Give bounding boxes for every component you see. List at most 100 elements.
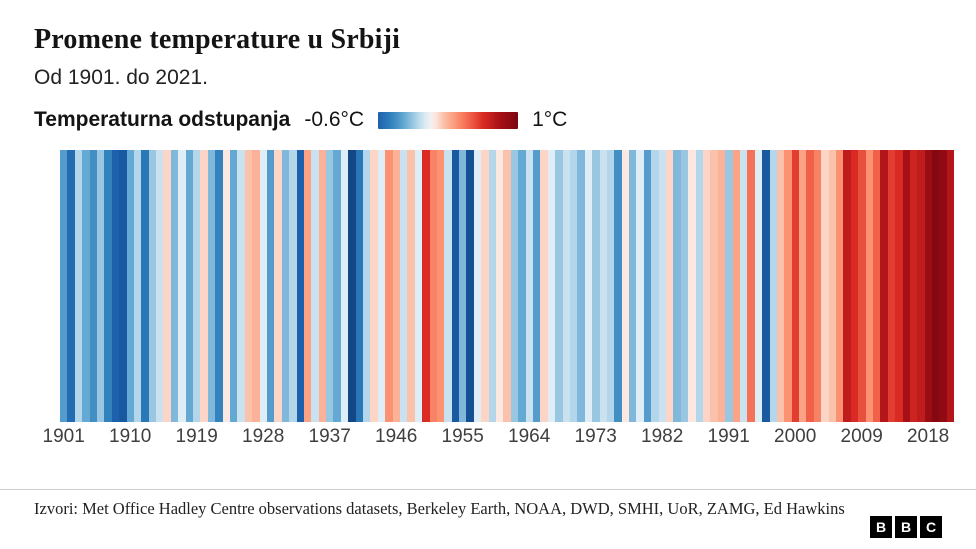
year-stripe bbox=[747, 150, 755, 422]
year-stripe bbox=[399, 150, 408, 422]
year-stripe bbox=[939, 150, 947, 422]
year-stripe bbox=[459, 150, 467, 422]
year-stripe bbox=[880, 150, 888, 422]
year-stripe bbox=[592, 150, 600, 422]
year-stripe bbox=[289, 150, 297, 422]
year-stripe bbox=[510, 150, 519, 422]
year-stripe bbox=[836, 150, 844, 422]
year-stripe bbox=[67, 150, 75, 422]
year-stripe bbox=[688, 150, 696, 422]
year-stripe bbox=[163, 150, 171, 422]
bbc-logo-block: B bbox=[895, 516, 917, 538]
year-stripe bbox=[725, 150, 733, 422]
year-stripe bbox=[82, 150, 90, 422]
year-stripe bbox=[762, 150, 770, 422]
year-stripe bbox=[651, 150, 659, 422]
year-stripe bbox=[259, 150, 267, 422]
x-tick-label: 2018 bbox=[906, 426, 950, 447]
year-stripe bbox=[193, 150, 201, 422]
x-tick-label: 1991 bbox=[707, 426, 750, 447]
year-stripe bbox=[577, 150, 585, 422]
year-stripe bbox=[252, 150, 260, 422]
year-stripe bbox=[909, 150, 918, 422]
year-stripe bbox=[333, 150, 341, 422]
year-stripe bbox=[569, 150, 578, 422]
year-stripe bbox=[178, 150, 186, 422]
legend-label: Temperaturna odstupanja bbox=[34, 108, 291, 131]
year-stripe bbox=[89, 150, 97, 422]
year-stripe bbox=[222, 150, 230, 422]
year-stripe bbox=[717, 150, 726, 422]
year-stripe bbox=[673, 150, 681, 422]
year-stripe bbox=[784, 150, 792, 422]
year-stripe bbox=[629, 150, 637, 422]
bbc-logo-block: C bbox=[920, 516, 942, 538]
year-stripe bbox=[621, 150, 630, 422]
x-tick-label: 1982 bbox=[641, 426, 684, 447]
x-tick-label: 1946 bbox=[375, 426, 418, 447]
year-stripe bbox=[119, 150, 127, 422]
year-stripe bbox=[806, 150, 814, 422]
year-stripe bbox=[606, 150, 615, 422]
year-stripe bbox=[924, 150, 933, 422]
year-stripe bbox=[296, 150, 304, 422]
year-stripe bbox=[326, 150, 334, 422]
year-stripe bbox=[311, 150, 319, 422]
year-stripe bbox=[828, 150, 837, 422]
x-tick-label: 1928 bbox=[242, 426, 285, 447]
year-stripe bbox=[200, 150, 208, 422]
x-tick-label: 1910 bbox=[109, 426, 152, 447]
year-stripe bbox=[133, 150, 142, 422]
year-stripe bbox=[185, 150, 194, 422]
year-stripe bbox=[363, 150, 371, 422]
year-stripe bbox=[170, 150, 179, 422]
year-stripe bbox=[887, 150, 896, 422]
year-stripe bbox=[488, 150, 497, 422]
year-stripe bbox=[702, 150, 711, 422]
page-title: Promene temperature u Srbiji bbox=[34, 24, 401, 55]
year-stripe bbox=[710, 150, 718, 422]
year-stripe bbox=[355, 150, 364, 422]
year-stripe bbox=[473, 150, 482, 422]
year-stripe bbox=[407, 150, 415, 422]
year-stripe bbox=[148, 150, 157, 422]
stripes-chart bbox=[60, 150, 955, 422]
x-tick-label: 1955 bbox=[441, 426, 484, 447]
year-stripe bbox=[340, 150, 349, 422]
year-stripe bbox=[865, 150, 873, 422]
year-stripe bbox=[533, 150, 541, 422]
year-stripe bbox=[281, 150, 290, 422]
year-stripe bbox=[518, 150, 526, 422]
year-stripe bbox=[385, 150, 393, 422]
year-stripe bbox=[429, 150, 437, 422]
year-stripe bbox=[74, 150, 83, 422]
year-stripe bbox=[555, 150, 563, 422]
year-stripe bbox=[813, 150, 822, 422]
bbc-logo-block: B bbox=[870, 516, 892, 538]
x-tick-label: 1901 bbox=[42, 426, 85, 447]
year-stripe bbox=[562, 150, 570, 422]
x-tick-label: 1937 bbox=[308, 426, 351, 447]
x-tick-label: 1919 bbox=[175, 426, 218, 447]
year-stripe bbox=[769, 150, 777, 422]
year-stripe bbox=[156, 150, 164, 422]
year-stripe bbox=[444, 150, 452, 422]
year-stripe bbox=[843, 150, 851, 422]
year-stripe bbox=[111, 150, 120, 422]
footer-divider bbox=[0, 489, 976, 490]
year-stripe bbox=[791, 150, 800, 422]
year-stripe bbox=[274, 150, 282, 422]
year-stripe bbox=[104, 150, 112, 422]
year-stripe bbox=[436, 150, 445, 422]
year-stripe bbox=[917, 150, 925, 422]
year-stripe bbox=[126, 150, 134, 422]
x-tick-label: 1964 bbox=[508, 426, 551, 447]
year-stripe bbox=[614, 150, 622, 422]
year-stripe bbox=[207, 150, 216, 422]
legend-max-value: 1°C bbox=[532, 108, 568, 131]
year-stripe bbox=[377, 150, 386, 422]
year-stripe bbox=[525, 150, 533, 422]
year-stripe bbox=[643, 150, 652, 422]
year-stripe bbox=[451, 150, 460, 422]
year-stripe bbox=[496, 150, 504, 422]
